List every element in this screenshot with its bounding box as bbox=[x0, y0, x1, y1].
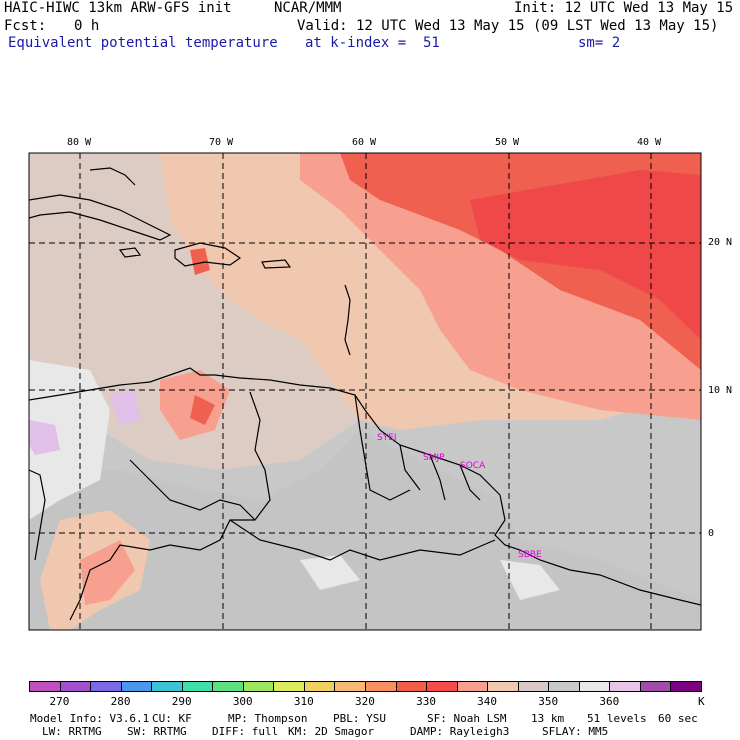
lesser-antilles-arc bbox=[344, 284, 351, 356]
colorbar-swatch bbox=[273, 681, 305, 692]
theta-e-field: SYEJ SMJP SOCA SBBE bbox=[29, 153, 701, 630]
lon-label-70w: 70 W bbox=[209, 137, 234, 148]
country-border-1 bbox=[69, 391, 271, 621]
bahamas-coast bbox=[89, 167, 136, 186]
colorbar-tick-label: 360 bbox=[599, 695, 620, 708]
purple-patch-1 bbox=[110, 390, 140, 425]
forecast-hour: 0 h bbox=[74, 18, 100, 34]
coastlines bbox=[29, 167, 701, 621]
colorbar-swatch bbox=[29, 681, 61, 692]
hispaniola-red-field bbox=[190, 248, 210, 275]
colorbar-swatch bbox=[59, 681, 92, 692]
timestep: 60 sec bbox=[658, 712, 698, 725]
colorbar-tick-label: 340 bbox=[477, 695, 498, 708]
lat-label-20n: 20 N bbox=[708, 237, 733, 248]
colorbar-swatch bbox=[609, 681, 641, 692]
colorbar-swatch bbox=[334, 681, 366, 692]
venezuela-red-field bbox=[190, 395, 215, 425]
colorbar-swatch bbox=[487, 681, 519, 692]
station-sbbe: SBBE bbox=[518, 550, 542, 560]
pbl-scheme: PBL: YSU bbox=[333, 712, 386, 725]
country-border-2 bbox=[354, 394, 411, 501]
init-time: Init: 12 UTC Wed 13 May 15 bbox=[514, 0, 734, 16]
lon-label-60w: 60 W bbox=[352, 137, 377, 148]
map-frame bbox=[28, 152, 702, 631]
puerto-rico-coast bbox=[261, 259, 292, 269]
mp-scheme: MP: Thompson bbox=[228, 712, 308, 725]
km-scheme: KM: 2D Smagor bbox=[288, 725, 375, 738]
resolution: 13 km bbox=[531, 712, 565, 725]
country-border-5 bbox=[459, 464, 481, 501]
purple-patch-2 bbox=[29, 420, 60, 455]
country-border-6 bbox=[229, 519, 496, 561]
colorbar-swatch bbox=[395, 681, 428, 692]
colorbar-swatch bbox=[212, 681, 244, 692]
colorbar-swatch bbox=[548, 681, 580, 692]
colorbar-unit: K bbox=[698, 695, 705, 708]
organization-label: NCAR/MMM bbox=[274, 0, 342, 16]
valid-time: Valid: 12 UTC Wed 13 May 15 (09 LST Wed … bbox=[297, 18, 719, 34]
colorbar-tick-label: 270 bbox=[49, 695, 70, 708]
pacific-coast bbox=[29, 469, 46, 561]
cuba-coast bbox=[29, 194, 172, 241]
colorbar-swatch bbox=[578, 681, 611, 692]
colorbar-swatch bbox=[639, 681, 672, 692]
field-name: Equivalent potential temperature bbox=[8, 35, 278, 51]
cu-scheme: CU: KF bbox=[152, 712, 192, 725]
colorbar-tick-label: 310 bbox=[293, 695, 314, 708]
station-labels: SYEJ SMJP SOCA SBBE bbox=[377, 433, 542, 560]
white-patch-amazon bbox=[300, 555, 360, 590]
lon-label-50w: 50 W bbox=[495, 137, 520, 148]
colorbar-swatch bbox=[426, 681, 458, 692]
andes-salmon-field bbox=[80, 540, 135, 605]
white-patch-east bbox=[500, 560, 560, 600]
colorbar-tick-label: 330 bbox=[416, 695, 436, 708]
sf-scheme: SF: Noah LSM bbox=[427, 712, 507, 725]
station-soca: SOCA bbox=[460, 461, 486, 471]
colorbar-tick-label: 300 bbox=[232, 695, 253, 708]
country-border-4 bbox=[429, 454, 446, 501]
station-syej: SYEJ bbox=[377, 433, 397, 443]
colorbar-swatch bbox=[670, 681, 702, 692]
lw-scheme: LW: RRTMG bbox=[42, 725, 102, 738]
colorbar-swatch bbox=[242, 681, 275, 692]
model-info: Model Info: V3.6.1 bbox=[30, 712, 150, 725]
colorbar-tick-label: 280 bbox=[110, 695, 131, 708]
south-america-coast bbox=[29, 367, 701, 606]
hispaniola-coast bbox=[174, 242, 242, 267]
country-border-7 bbox=[129, 459, 256, 521]
colorbar-swatch bbox=[181, 681, 214, 692]
station-smjp: SMJP bbox=[423, 453, 445, 463]
diff-scheme: DIFF: full bbox=[212, 725, 279, 738]
sflay-scheme: SFLAY: MM5 bbox=[542, 725, 609, 738]
colorbar-swatch bbox=[365, 681, 397, 692]
colorbar-swatch bbox=[151, 681, 183, 692]
lat-label-10n: 10 N bbox=[708, 385, 733, 396]
colorbar-swatch bbox=[303, 681, 336, 692]
country-border-3 bbox=[399, 444, 421, 491]
colorbar-tick-label: 290 bbox=[171, 695, 192, 708]
lon-label-40w: 40 W bbox=[637, 137, 662, 148]
sw-scheme: SW: RRTMG bbox=[127, 725, 187, 738]
damp-scheme: DAMP: Rayleigh3 bbox=[410, 725, 510, 738]
lon-label-80w: 80 W bbox=[67, 137, 92, 148]
model-title: HAIC-HIWC 13km ARW-GFS init bbox=[4, 0, 232, 16]
lat-label-0: 0 bbox=[708, 528, 715, 539]
jamaica-coast bbox=[118, 247, 142, 258]
colorbar-tick-label: 350 bbox=[538, 695, 559, 708]
colorbar-swatch bbox=[90, 681, 122, 692]
red-max-field bbox=[470, 170, 701, 340]
colorbar-swatch bbox=[120, 681, 153, 692]
level-index: at k-index = 51 bbox=[305, 35, 440, 51]
lat-lon-grid bbox=[29, 153, 701, 630]
levels: 51 levels bbox=[587, 712, 647, 725]
colorbar-swatch bbox=[517, 681, 550, 692]
white-patch-west bbox=[29, 360, 110, 520]
colorbar-swatch bbox=[456, 681, 489, 692]
smoothing-label: sm= 2 bbox=[578, 35, 621, 51]
forecast-label: Fcst: bbox=[4, 18, 47, 34]
colorbar-tick-label: 320 bbox=[355, 695, 375, 708]
